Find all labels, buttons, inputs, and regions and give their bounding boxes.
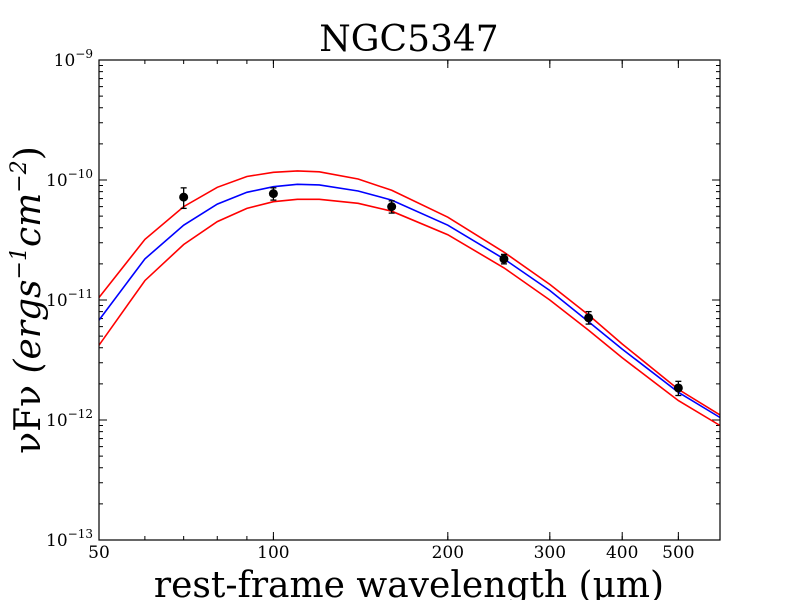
y-tick-label: 10−12 [46, 407, 93, 431]
data-point [673, 383, 683, 393]
y-axis-label-exp1: −1 [7, 247, 32, 279]
y-tick-label: 10−9 [54, 47, 93, 71]
data-point [179, 192, 189, 202]
y-axis-label-quantity: νFν [8, 385, 49, 454]
x-tick-label: 200 [432, 543, 464, 563]
y-tick-label: 10−13 [46, 527, 93, 551]
x-tick-label: 300 [534, 543, 566, 563]
y-tick-label: 10−10 [46, 167, 93, 191]
x-tick-label: 400 [606, 543, 638, 563]
x-tick-label: 100 [257, 543, 289, 563]
x-axis-label: rest-frame wavelength (μm) [154, 565, 664, 600]
lower-bound-line [99, 198, 720, 427]
data-point [387, 202, 397, 212]
y-axis-label-units: (ergs [8, 279, 49, 373]
model-curves [99, 170, 720, 427]
x-tick-label: 50 [88, 543, 110, 563]
data-point [499, 254, 509, 264]
data-point [584, 313, 594, 323]
y-axis-label-close: ) [8, 146, 49, 160]
y-axis-label-units-tail: cm [8, 193, 49, 247]
best-fit-line [99, 183, 720, 419]
y-tick-label: 10−11 [46, 287, 93, 311]
chart-title: NGC5347 [319, 19, 498, 60]
x-tick-label: 500 [662, 543, 694, 563]
y-axis-label-exp2: −2 [7, 160, 32, 192]
data-point [268, 189, 278, 199]
y-axis-label: νFν (ergs−1cm−2) [7, 146, 49, 454]
observed-points [179, 187, 683, 397]
upper-bound-line [99, 170, 720, 416]
plot-frame [98, 59, 721, 541]
plot-area: 50 100 200 300 400 500 10−13 10−12 10−11 10−10 10−… [46, 47, 720, 563]
